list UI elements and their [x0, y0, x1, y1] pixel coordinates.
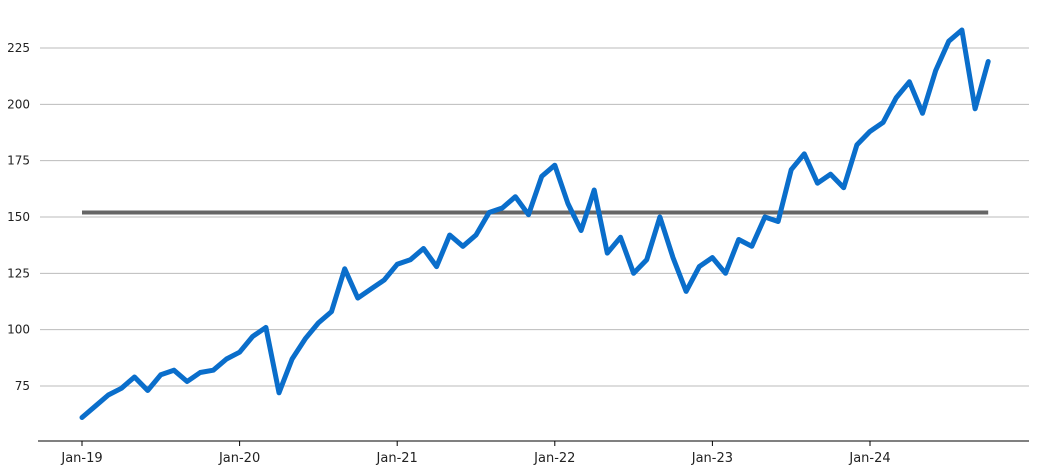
x-tick-label-4: Jan-23	[691, 451, 733, 466]
gridlines	[40, 47, 1029, 387]
y-axis-ticks: 75 100 125 150 175 200 225	[7, 41, 30, 393]
x-axis-ticks: Jan-19 Jan-20 Jan-21 Jan-22 Jan-23 Jan-24	[60, 441, 891, 466]
x-tick-label-3: Jan-22	[533, 451, 575, 466]
y-tick-label-100: 100	[7, 323, 30, 337]
y-tick-label-150: 150	[7, 210, 30, 224]
x-tick-label-2: Jan-21	[376, 451, 418, 466]
x-tick-label-1: Jan-20	[218, 451, 260, 466]
y-tick-label-200: 200	[7, 97, 30, 111]
y-tick-label-175: 175	[7, 154, 30, 168]
x-tick-label-0: Jan-19	[60, 451, 102, 466]
y-tick-label-225: 225	[7, 41, 30, 55]
series-group	[79, 27, 991, 420]
series-line	[79, 27, 991, 420]
x-tick-label-5: Jan-24	[848, 451, 890, 466]
y-tick-label-125: 125	[7, 266, 30, 280]
y-tick-label-75: 75	[15, 379, 30, 393]
